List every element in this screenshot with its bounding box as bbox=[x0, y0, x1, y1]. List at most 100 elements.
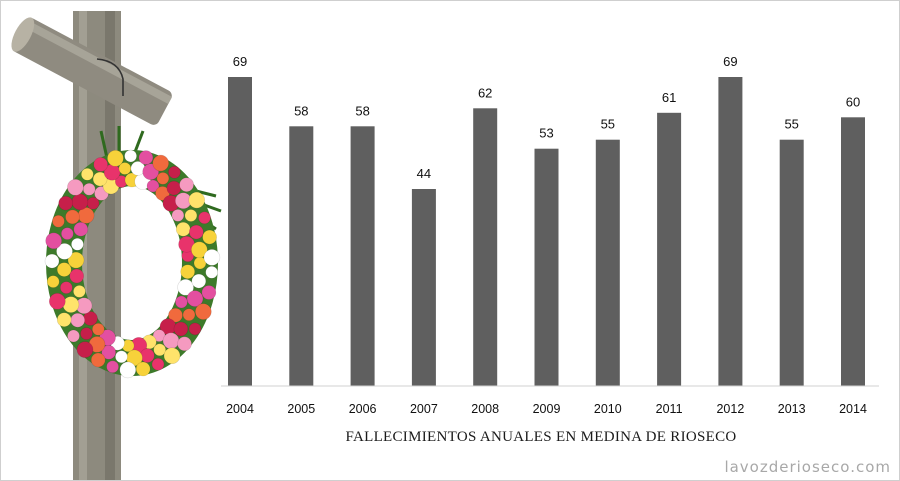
flower-dot bbox=[118, 162, 132, 175]
flower-dot bbox=[168, 166, 181, 179]
flower-dot bbox=[202, 229, 217, 245]
flower-dot bbox=[56, 243, 73, 260]
flower-dot bbox=[188, 191, 205, 209]
flower-dot bbox=[93, 157, 108, 172]
x-tick-label-2008: 2008 bbox=[471, 402, 499, 416]
flower-dot bbox=[71, 238, 84, 251]
flower-dot bbox=[107, 150, 124, 167]
flower-dot bbox=[146, 179, 160, 193]
bar-2014 bbox=[841, 117, 865, 387]
bar-2008 bbox=[473, 108, 498, 387]
bar-2004 bbox=[228, 77, 252, 386]
x-tick-label-2010: 2010 bbox=[594, 402, 622, 416]
flower-dot bbox=[191, 273, 207, 289]
flower-dot bbox=[69, 268, 84, 284]
value-label-2005: 58 bbox=[294, 103, 308, 118]
flower-dot bbox=[67, 179, 84, 196]
x-tick-label-2012: 2012 bbox=[716, 402, 744, 416]
bar-2009 bbox=[534, 148, 559, 386]
flower-dot bbox=[67, 329, 80, 343]
flower-dot bbox=[152, 154, 169, 172]
flower-dot bbox=[56, 312, 72, 328]
flower-dot bbox=[191, 241, 208, 259]
value-label-2006: 58 bbox=[355, 103, 369, 118]
x-tick-label-2011: 2011 bbox=[656, 402, 683, 416]
flower-dot bbox=[82, 182, 96, 196]
flower-dot bbox=[177, 278, 194, 296]
flower-dot bbox=[188, 322, 202, 336]
flower-dot bbox=[180, 264, 195, 280]
flower-dot bbox=[163, 347, 181, 365]
value-label-2014: 60 bbox=[846, 94, 860, 109]
flower-dot bbox=[60, 281, 73, 294]
flower-dot bbox=[153, 343, 166, 357]
x-tick-label-2013: 2013 bbox=[778, 402, 806, 416]
flower-dot bbox=[135, 361, 151, 377]
flower-dot bbox=[48, 292, 66, 310]
flower-dot bbox=[171, 209, 185, 222]
value-label-2012: 69 bbox=[723, 54, 737, 69]
memorial-cross-wreath-illustration bbox=[11, 11, 222, 480]
value-label-2011: 61 bbox=[662, 90, 676, 105]
flower-dot bbox=[56, 262, 72, 277]
flower-dot bbox=[58, 195, 73, 211]
flower-dot bbox=[46, 275, 60, 288]
flower-dot bbox=[124, 149, 137, 163]
flower-dot bbox=[138, 150, 154, 165]
watermark: lavozderioseco.com bbox=[724, 458, 891, 476]
value-label-2007: 44 bbox=[417, 166, 431, 181]
flower-dot bbox=[177, 336, 192, 352]
flower-dot bbox=[198, 211, 211, 225]
flower-dot bbox=[45, 232, 63, 250]
value-label-2008: 62 bbox=[478, 85, 492, 100]
flower-dot bbox=[182, 308, 196, 322]
value-label-2004: 69 bbox=[233, 54, 247, 69]
flower-dot bbox=[195, 303, 212, 320]
flower-dot bbox=[101, 344, 116, 360]
flower-dot bbox=[173, 321, 189, 337]
bar-2006 bbox=[350, 126, 375, 387]
value-label-2013: 55 bbox=[784, 117, 798, 132]
flower-dot bbox=[73, 285, 86, 298]
flower-dot bbox=[168, 307, 183, 323]
flower-dot bbox=[186, 290, 204, 307]
flower-dot bbox=[203, 249, 221, 266]
value-label-2010: 55 bbox=[601, 117, 615, 132]
flower-dot bbox=[115, 350, 128, 364]
x-tick-label-2009: 2009 bbox=[533, 402, 561, 416]
flower-dot bbox=[156, 172, 170, 185]
chart-title: FALLECIMIENTOS ANUALES EN MEDINA DE RIOS… bbox=[345, 429, 737, 445]
flower-dot bbox=[106, 360, 119, 374]
bar-2010 bbox=[595, 139, 620, 386]
flower-dot bbox=[119, 361, 137, 379]
flower-dot bbox=[65, 209, 80, 225]
flower-dot bbox=[67, 251, 85, 269]
flower-dot bbox=[179, 177, 194, 192]
value-label-2009: 53 bbox=[539, 126, 553, 141]
flower-dot bbox=[92, 171, 108, 187]
flower-dot bbox=[189, 224, 204, 240]
flower-dot bbox=[184, 209, 198, 222]
x-tick-label-2005: 2005 bbox=[287, 402, 315, 416]
flower-dot bbox=[205, 265, 218, 279]
x-tick-label-2004: 2004 bbox=[226, 402, 254, 416]
flower-dot bbox=[151, 357, 165, 371]
bar-2013 bbox=[779, 139, 804, 386]
flower-dot bbox=[80, 327, 93, 340]
bar-2011 bbox=[657, 112, 682, 387]
x-tick-label-2007: 2007 bbox=[410, 402, 438, 416]
flower-dot bbox=[73, 221, 89, 237]
flower-dot bbox=[76, 341, 94, 358]
bar-2005 bbox=[289, 126, 314, 387]
flower-dot bbox=[201, 285, 217, 300]
flower-dot bbox=[90, 352, 106, 368]
flower-dot bbox=[92, 322, 105, 336]
flower-dot bbox=[61, 227, 74, 240]
flower-dot bbox=[52, 214, 65, 228]
bar-2007 bbox=[411, 189, 436, 386]
x-tick-label-2006: 2006 bbox=[349, 402, 377, 416]
flower-dot bbox=[44, 253, 60, 269]
x-tick-label-2014: 2014 bbox=[839, 402, 867, 416]
